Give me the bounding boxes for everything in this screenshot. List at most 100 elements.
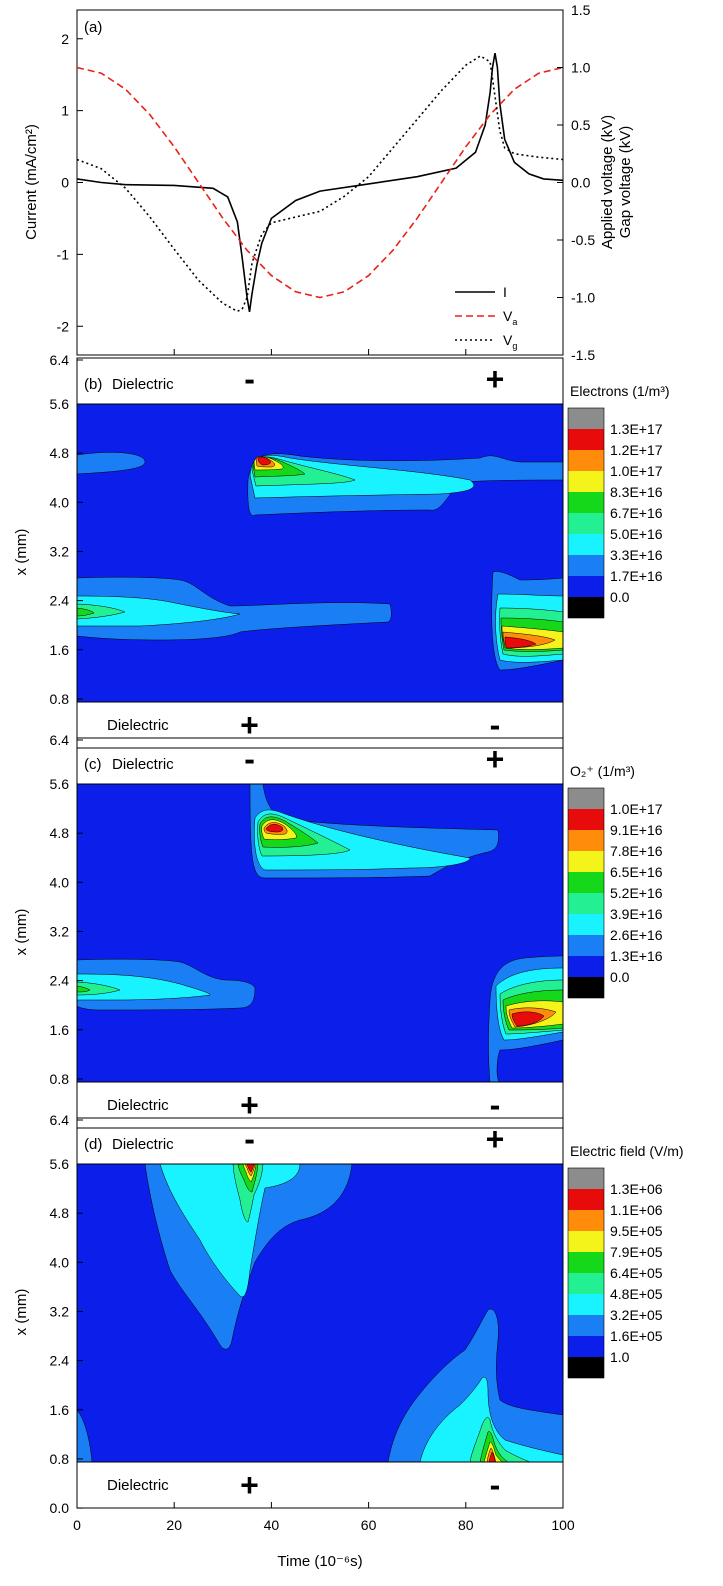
colorbar-swatch [568, 1336, 604, 1357]
panel-a-ylabel-right-1: Applied voltage (kV) [599, 115, 616, 249]
panel-a-right-ticks: 1.5 1.0 0.5 0.0 -0.5 -1.0 -1.5 [557, 2, 595, 363]
right-tick-label: -1.5 [571, 347, 595, 363]
colorbar-level-label: 3.3E+16 [610, 547, 663, 563]
panel-a-ylabel-left: Current (mA/cm²) [23, 124, 40, 240]
colorbar-level-label: 6.5E+16 [610, 864, 663, 880]
colorbar-swatch [568, 830, 604, 851]
panel-d-field-upper [144, 1164, 353, 1350]
panel-b-colorbar: Electrons (1/m³) 1.3E+17 1.2E+17 1.0E+17 8.3… [567, 383, 670, 619]
bottom-sign: + [240, 1467, 259, 1503]
panel-c-top-dielectric: Dielectric [112, 756, 174, 773]
panel-d-signs: - + + - [240, 1121, 504, 1503]
x-tick-label: 20 [166, 1517, 182, 1533]
bottom-sign: + [240, 1087, 259, 1123]
right-tick-label: -0.5 [571, 232, 595, 248]
colorbar-level-label: 0.0 [610, 969, 630, 985]
y-tick-label: 0.8 [50, 1451, 70, 1467]
colorbar-swatch [568, 914, 604, 935]
panel-d-bottom-dielectric: Dielectric [107, 1477, 169, 1494]
right-tick-label: -1.0 [571, 290, 595, 306]
panel-d-top-dielectric: Dielectric [112, 1136, 174, 1153]
y-tick-label: 5.6 [50, 776, 70, 792]
colorbar-swatch [568, 1189, 604, 1210]
panel-b: (b) Dielectric Dielectric - + + - 6.4 5.6 4.8… [13, 352, 670, 749]
colorbar-swatch [568, 1168, 604, 1189]
y-tick-label: 1.6 [50, 1022, 70, 1038]
colorbar-swatch [568, 513, 604, 534]
colorbar-swatch [568, 450, 604, 471]
colorbar-level-label: 1.6E+05 [610, 1328, 663, 1344]
y-tick-label: 5.6 [50, 396, 70, 412]
panel-d-label: (d) [84, 1136, 102, 1153]
colorbar-swatch [568, 1231, 604, 1252]
panel-b-bottom-dielectric-box [76, 701, 564, 749]
panel-c-blob-upper [249, 784, 499, 879]
y-tick-label: 0.8 [50, 1071, 70, 1087]
left-tick-label: 0 [61, 175, 69, 191]
panel-d-ylabel: x (mm) [13, 1289, 30, 1336]
colorbar-level-label: 7.9E+05 [610, 1244, 663, 1260]
colorbar-frame [567, 1167, 605, 1379]
y-tick-label: 0.8 [50, 691, 70, 707]
colorbar-swatch [568, 809, 604, 830]
legend-label-vg: Vg [503, 332, 517, 351]
panel-b-yticks: 6.4 5.6 4.8 4.0 3.2 2.4 1.6 0.8 [50, 352, 83, 707]
colorbar-level-label: 0.0 [610, 589, 630, 605]
colorbar-swatch [568, 872, 604, 893]
colorbar-swatch [568, 408, 604, 429]
colorbar-frame [567, 787, 605, 999]
colorbar-title: Electric field (V/m) [570, 1143, 684, 1159]
y-tick-label: 4.8 [50, 445, 70, 461]
panel-a-ylabel-right-2: Gap voltage (kV) [617, 126, 634, 239]
panel-a-left-ticks: 2 1 0 -1 -2 [57, 31, 83, 334]
legend-label-va: Va [503, 308, 517, 327]
panel-c-signs: - + + - [240, 741, 504, 1123]
panel-c-bottom-dielectric-box [76, 1081, 564, 1129]
colorbar-swatch [568, 429, 604, 450]
colorbar-level-label: 3.9E+16 [610, 906, 663, 922]
right-tick-label: 1.0 [571, 60, 591, 76]
panel-c-ylabel: x (mm) [13, 909, 30, 956]
colorbar-level-label: 6.4E+05 [610, 1265, 663, 1281]
colorbar-level-label: 5.0E+16 [610, 526, 663, 542]
x-tick-label: 0 [73, 1517, 81, 1533]
colorbar-level-label: 1.0E+17 [610, 801, 663, 817]
panel-b-top-dielectric: Dielectric [112, 376, 174, 393]
panel-c-yticks: 6.4 5.6 4.8 4.0 3.2 2.4 1.6 0.8 [50, 732, 83, 1087]
right-tick-label: 1.5 [571, 2, 591, 18]
top-sign: + [486, 361, 505, 397]
panel-d-field-lower [77, 1308, 563, 1462]
colorbar-level-label: 1.0E+17 [610, 463, 663, 479]
y-tick-label: 4.8 [50, 1205, 70, 1221]
colorbar-swatch [568, 935, 604, 956]
colorbar-swatch [568, 576, 604, 597]
colorbar-level-label: 2.6E+16 [610, 927, 663, 943]
colorbar-swatch [568, 1315, 604, 1336]
y-tick-label: 4.0 [50, 1254, 70, 1270]
y-tick-label: 5.6 [50, 1156, 70, 1172]
x-tick-label: 80 [458, 1517, 474, 1533]
panel-a: (a) 2 1 0 -1 -2 1.5 1.0 0.5 0.0 -0.5 -1.0 -1.5 I V… [23, 2, 634, 363]
colorbar-swatch [568, 555, 604, 576]
panel-d-bottom-dielectric-box [76, 1461, 564, 1509]
panel-c-contours [77, 784, 563, 1082]
x-tick-label: 60 [361, 1517, 377, 1533]
panel-c-colorbar: O₂⁺ (1/m³) 1.0E+17 9.1E+16 7.8E+16 6.5E+16 5.… [567, 763, 663, 999]
colorbar-level-label: 6.7E+16 [610, 505, 663, 521]
bottom-sign: - [490, 1467, 501, 1503]
panel-c-label: (c) [84, 756, 102, 773]
colorbar-swatch [568, 956, 604, 977]
y-tick-label: 3.2 [50, 1303, 70, 1319]
y-tick-label: 4.8 [50, 825, 70, 841]
y-tick-label: 6.4 [50, 1112, 70, 1128]
series-line-vg [77, 55, 563, 313]
y-tick-label: 3.2 [50, 923, 70, 939]
bottom-sign: - [490, 707, 501, 743]
colorbar-swatch [568, 851, 604, 872]
panel-b-blob-upper [77, 452, 563, 516]
panel-d-yticks: 6.4 5.6 4.8 4.0 3.2 2.4 1.6 0.8 0.0 [50, 1112, 83, 1516]
bottom-sign: + [240, 707, 259, 743]
y-tick-label: 6.4 [50, 732, 70, 748]
left-tick-label: 2 [61, 31, 69, 47]
colorbar-level-label: 1.7E+16 [610, 568, 663, 584]
